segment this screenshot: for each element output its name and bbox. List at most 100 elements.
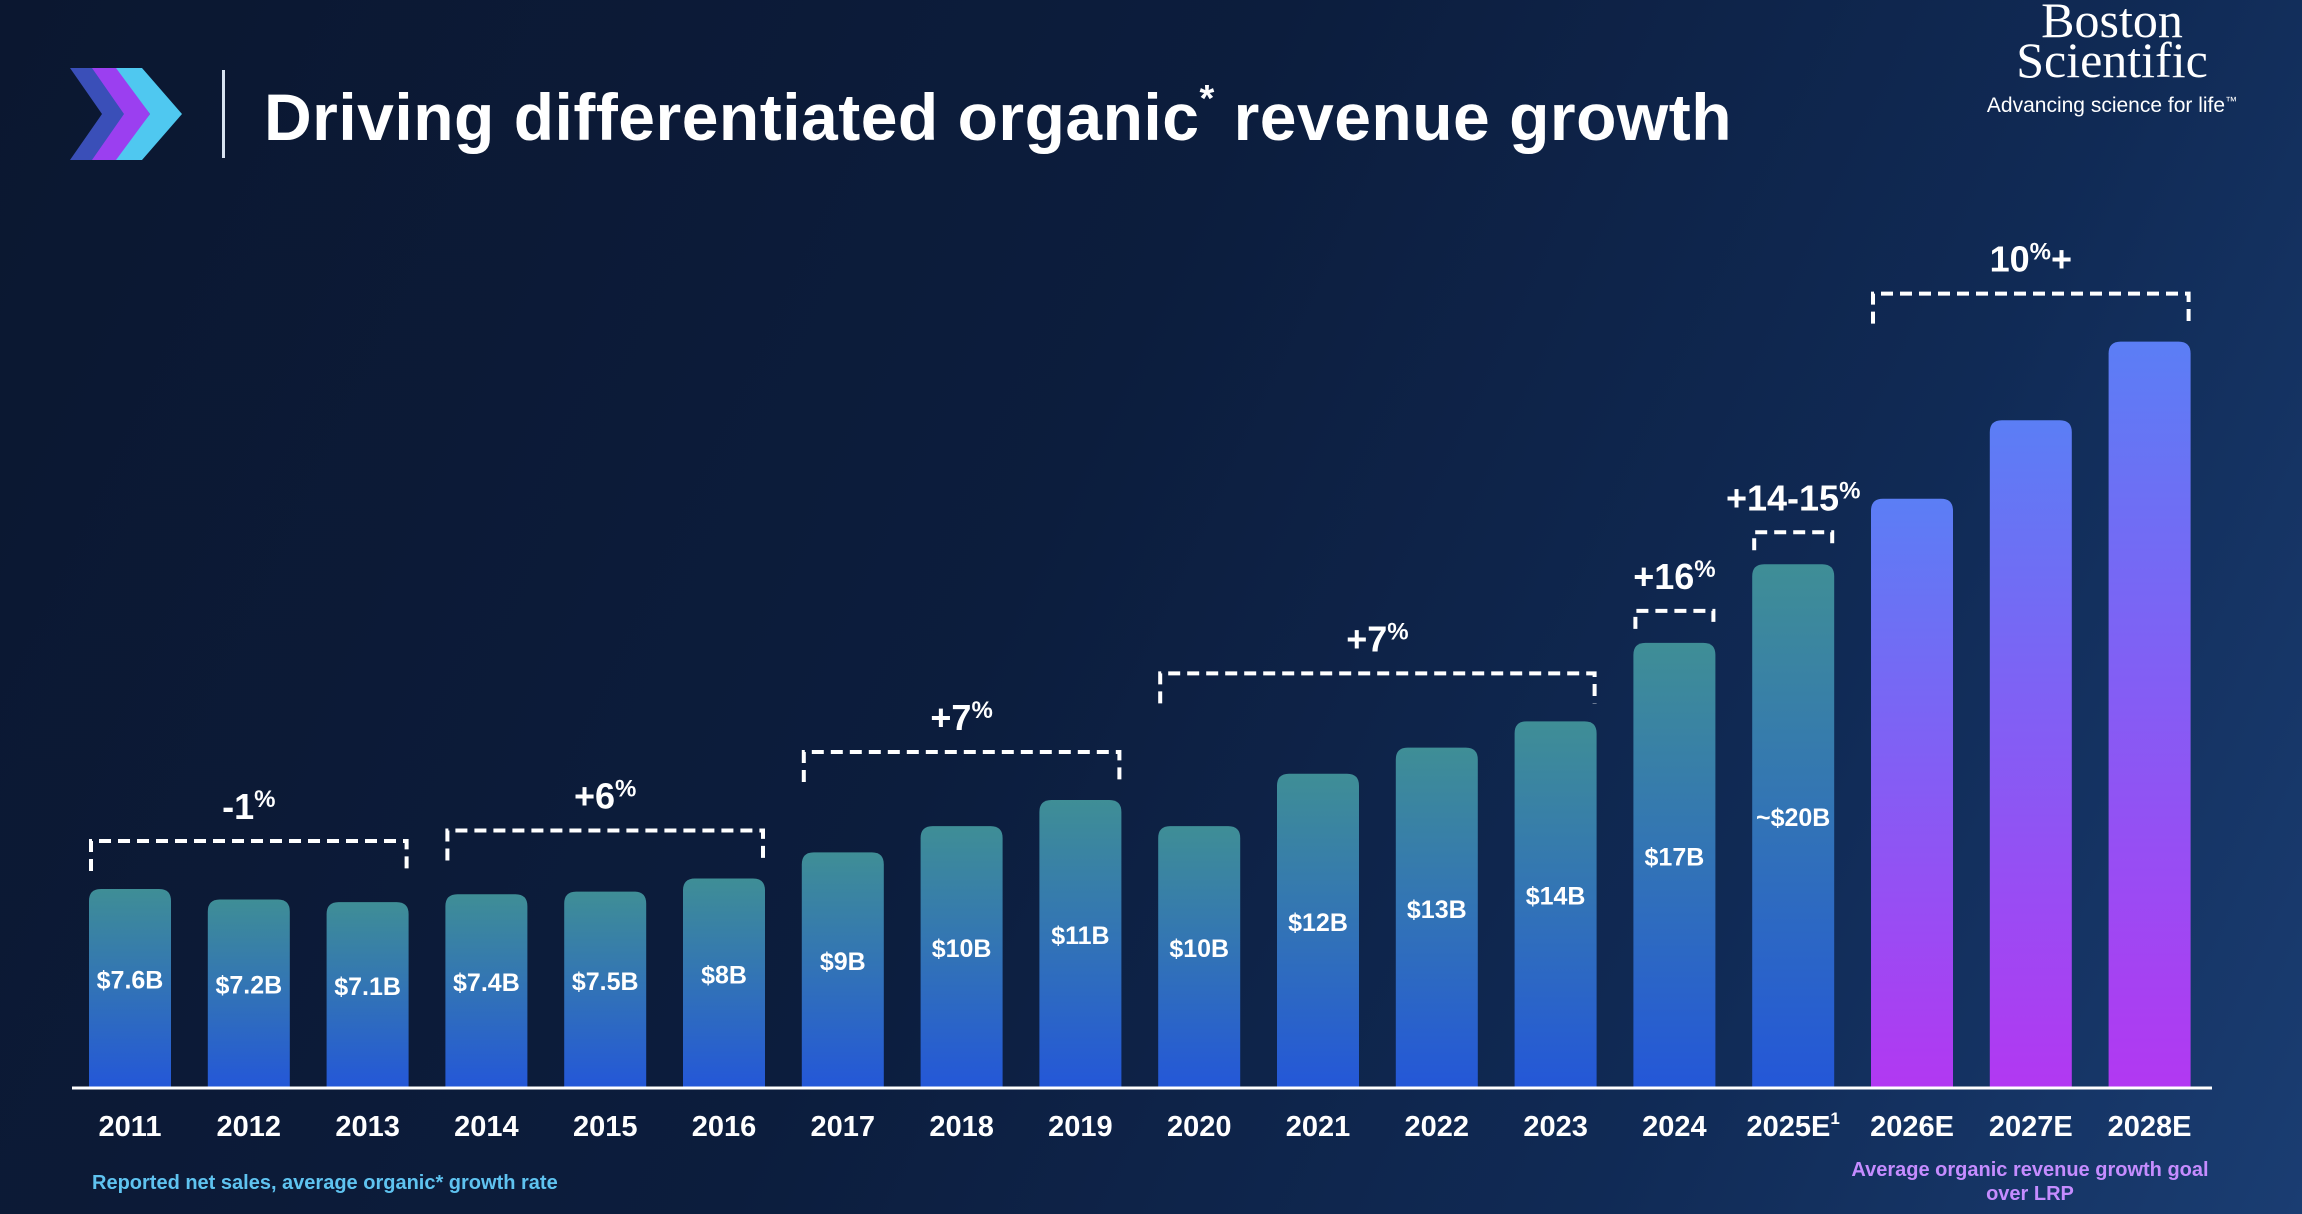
- x-tick-label-2014: 2014: [454, 1111, 519, 1143]
- x-tick-label-2016: 2016: [692, 1111, 757, 1143]
- x-tick-label-2019: 2019: [1048, 1111, 1113, 1143]
- bar-2011: [89, 888, 171, 1088]
- x-tick-label-2024: 2024: [1642, 1111, 1707, 1143]
- bar-value-label-2020: $10B: [1169, 935, 1229, 963]
- x-tick-label-2011: 2011: [99, 1111, 162, 1143]
- growth-rate-value: 10: [1990, 239, 2030, 280]
- bar-value-label-2011: $7.6B: [97, 966, 164, 994]
- bar-2022: [1395, 747, 1478, 1088]
- bar-2020: [1158, 826, 1241, 1088]
- brand-tagline-text: Advancing science for life: [1986, 94, 2226, 117]
- growth-bracket-1: [445, 828, 765, 861]
- bar-value-label-2021: $12B: [1288, 909, 1348, 937]
- bar-2024: [1633, 642, 1716, 1088]
- bar-value-label-2023: $14B: [1526, 883, 1586, 911]
- bar-value-label-2014: $7.4B: [453, 969, 520, 997]
- growth-bracket-0: [89, 838, 409, 871]
- x-tick-label-2026e: 2026E: [1870, 1111, 1954, 1143]
- growth-rate-unit: %: [2030, 239, 2051, 266]
- x-tick-label-2023: 2023: [1523, 1111, 1588, 1143]
- bar-value-label-2016: $8B: [701, 961, 747, 989]
- growth-rate-value: +7: [930, 697, 971, 738]
- growth-rate-label-6: 10%+: [1990, 239, 2072, 280]
- growth-bracket-5: [1752, 530, 1835, 551]
- growth-rate-unit: %: [1694, 556, 1715, 583]
- x-tick-label-2028e: 2028E: [2108, 1111, 2192, 1143]
- bar-value-label-2013: $7.1B: [334, 973, 401, 1001]
- bar-2014: [445, 894, 528, 1088]
- growth-rate-value: -1: [222, 786, 254, 827]
- bar-value-label-2018: $10B: [932, 935, 992, 963]
- x-tick-label-2020: 2020: [1167, 1111, 1232, 1143]
- title-main: Driving differentiated organic: [264, 80, 1200, 154]
- growth-rate-label-5: +14-15%: [1726, 477, 1860, 518]
- growth-rate-label-3: +7%: [1346, 618, 1408, 659]
- growth-rate-label-2: +7%: [930, 697, 992, 738]
- bar-2012: [207, 899, 290, 1088]
- title-suffix: revenue growth: [1214, 80, 1733, 154]
- bar-2023: [1514, 721, 1597, 1088]
- bar-2016: [683, 878, 765, 1088]
- growth-rate-label-4: +16%: [1633, 556, 1715, 597]
- bar-value-label-2017: $9B: [820, 948, 866, 976]
- bar-value-label-2019: $11B: [1051, 922, 1109, 950]
- x-tick-label-2015: 2015: [573, 1111, 638, 1143]
- x-tick-label-2017: 2017: [811, 1111, 876, 1143]
- bar-2013: [326, 902, 409, 1088]
- x-tick-label-2021: 2021: [1286, 1111, 1351, 1143]
- bar-2015: [564, 891, 647, 1088]
- brackets-layer: -1% +6%+7%+7%+16%+14-15%10%+: [89, 239, 2191, 871]
- title-asterisk: *: [1199, 78, 1215, 120]
- bar-2025e: [1752, 564, 1835, 1088]
- bar-2017: [801, 852, 884, 1088]
- x-tick-label-2013: 2013: [335, 1111, 400, 1143]
- footnote-lrp-goal: Average organic revenue growth goal over…: [1851, 1159, 2209, 1205]
- growth-rate-unit: %: [254, 786, 275, 813]
- growth-rate-suffix: +: [2051, 239, 2072, 280]
- brand-tagline: Advancing science for life™: [1962, 94, 2262, 118]
- bar-2018: [920, 826, 1003, 1088]
- growth-bracket-4: [1633, 608, 1716, 629]
- bar-value-label-2024: $17B: [1645, 843, 1705, 871]
- growth-rate-unit: %: [971, 697, 992, 724]
- ticks-layer: 2011 2012 2013 2014 2015 2016 2017 2018 2019 2020…: [99, 1109, 2192, 1143]
- growth-bracket-2: [801, 749, 1122, 782]
- x-tick-label-2027e: 2027E: [1989, 1111, 2073, 1143]
- bar-2027e: [1989, 420, 2072, 1088]
- growth-rate-label-0: -1%: [222, 786, 275, 827]
- bar-2028e: [2108, 341, 2191, 1088]
- bar-value-label-2022: $13B: [1407, 896, 1467, 924]
- bar-2019: [1039, 799, 1122, 1088]
- bar-2026e: [1871, 498, 1953, 1088]
- x-tick-label-2012: 2012: [217, 1111, 282, 1143]
- bar-2021: [1277, 773, 1359, 1088]
- brand-name-line2: Scientific: [2016, 32, 2208, 88]
- page-title: Driving differentiated organic* revenue …: [264, 72, 1732, 162]
- brand-logo: Boston Scientific Advancing science for …: [1962, 0, 2262, 118]
- growth-bracket-6: [1871, 291, 2191, 324]
- growth-rate-unit: %: [615, 776, 636, 803]
- growth-rate-unit: %: [1387, 618, 1408, 645]
- title-divider: [222, 70, 225, 158]
- bar-value-label-2025e: ~$20B: [1756, 804, 1830, 832]
- growth-rate-value: +6: [574, 776, 615, 817]
- bar-value-label-2015: $7.5B: [572, 968, 639, 996]
- x-tick-label-2022: 2022: [1405, 1111, 1470, 1143]
- growth-rate-value: +16: [1633, 556, 1694, 597]
- growth-rate-value: +7: [1346, 618, 1387, 659]
- x-tick-label-2018: 2018: [929, 1111, 994, 1143]
- bar-value-label-2012: $7.2B: [215, 972, 282, 1000]
- growth-bracket-3: [1158, 671, 1597, 704]
- brand-trademark: ™: [2225, 94, 2238, 108]
- x-tick-label-2025e: 2025E1: [1747, 1109, 1840, 1143]
- growth-rate-unit: %: [1839, 477, 1860, 504]
- growth-rate-value: +14-15: [1726, 477, 1839, 518]
- growth-rate-label-1: +6%: [574, 776, 636, 817]
- brand-name-line1: Boston: [2041, 0, 2183, 48]
- x-tick-superscript: 1: [1830, 1109, 1839, 1128]
- chevron-arrows-icon: [70, 68, 182, 160]
- footnote-reported-net-sales: Reported net sales, average organic* gro…: [92, 1172, 558, 1194]
- bars-layer: $7.6B $7.2B $7.1B $7.4B $7.5B $8B $9B $10B $11B $…: [89, 341, 2191, 1088]
